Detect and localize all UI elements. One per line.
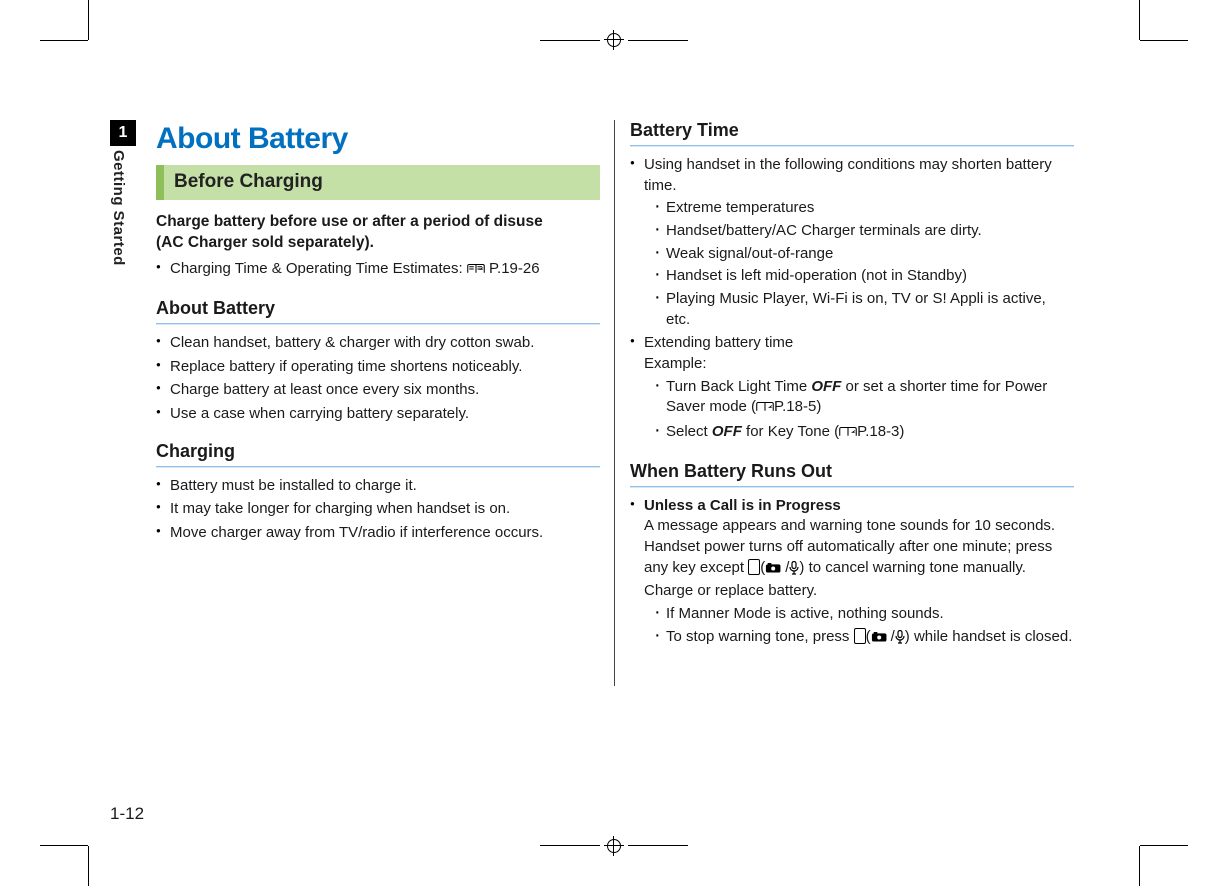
page-number: 1-12 [110, 804, 144, 824]
list-item: Playing Music Player, Wi-Fi is on, TV or… [654, 289, 1074, 330]
page-title: About Battery [156, 118, 600, 159]
section-heading: Before Charging [156, 165, 600, 199]
crop-mark [540, 845, 600, 846]
list-item: Charge battery at least once every six m… [156, 380, 600, 401]
list-item: It may take longer for charging when han… [156, 499, 600, 520]
chapter-tab: 1 Getting Started [110, 120, 136, 266]
camera-icon [765, 560, 785, 581]
page: 1 Getting Started About Battery Before C… [0, 0, 1228, 886]
list-item: Battery must be installed to charge it. [156, 476, 600, 497]
lead-text: Charge battery before use or after a per… [156, 212, 600, 254]
list-item: Select OFF for Key Tone (P.18-3) [654, 422, 1074, 445]
camera-icon [871, 629, 891, 650]
list-item: Clean handset, battery & charger with dr… [156, 333, 600, 354]
crop-mark [628, 40, 688, 41]
mic-icon [895, 630, 905, 651]
reference-icon [839, 424, 857, 445]
rule [630, 145, 1074, 147]
list-item: Use a case when carrying battery separat… [156, 404, 600, 425]
rule [156, 466, 600, 468]
list-item: Handset/battery/AC Charger terminals are… [654, 221, 1074, 242]
runs-out-block: Unless a Call is in Progress A message a… [630, 496, 1074, 651]
crop-mark [88, 0, 89, 40]
column-divider [614, 120, 615, 686]
about-list: Clean handset, battery & charger with dr… [156, 333, 600, 425]
crop-mark [1140, 40, 1188, 41]
right-column: Battery Time Using handset in the follow… [630, 118, 1074, 654]
key-icon [854, 628, 866, 644]
shorten-block: Using handset in the following condition… [630, 155, 1074, 445]
reference-icon [756, 399, 774, 420]
chapter-label: Getting Started [110, 150, 127, 266]
chapter-number: 1 [110, 120, 136, 146]
reference-icon [467, 261, 485, 282]
subheading-charging: Charging [156, 439, 600, 466]
crop-mark [40, 845, 88, 846]
estimate-line: Charging Time & Operating Time Estimates… [156, 259, 600, 282]
mic-icon [789, 561, 799, 582]
crop-mark [540, 40, 600, 41]
crop-mark [1139, 0, 1140, 40]
list-item: Extreme temperatures [654, 198, 1074, 219]
crop-mark [1140, 845, 1188, 846]
subheading-battery-time: Battery Time [630, 118, 1074, 145]
registration-mark [604, 836, 624, 856]
registration-mark [604, 30, 624, 50]
list-item: Replace battery if operating time shorte… [156, 357, 600, 378]
rule [156, 323, 600, 325]
key-icon [748, 559, 760, 575]
left-column: About Battery Before Charging Charge bat… [156, 118, 600, 548]
crop-mark [628, 845, 688, 846]
crop-mark [40, 40, 88, 41]
list-item: Move charger away from TV/radio if inter… [156, 523, 600, 544]
list-item: Handset is left mid-operation (not in St… [654, 266, 1074, 287]
charging-list: Battery must be installed to charge it. … [156, 476, 600, 544]
list-item: Weak signal/out-of-range [654, 244, 1074, 265]
subheading-about: About Battery [156, 296, 600, 323]
rule [630, 486, 1074, 488]
list-item: Turn Back Light Time OFF or set a shorte… [654, 377, 1074, 420]
crop-mark [1139, 846, 1140, 886]
list-item: To stop warning tone, press (/) while ha… [654, 627, 1074, 651]
list-item: If Manner Mode is active, nothing sounds… [654, 604, 1074, 625]
crop-mark [88, 846, 89, 886]
subheading-runs-out: When Battery Runs Out [630, 459, 1074, 486]
